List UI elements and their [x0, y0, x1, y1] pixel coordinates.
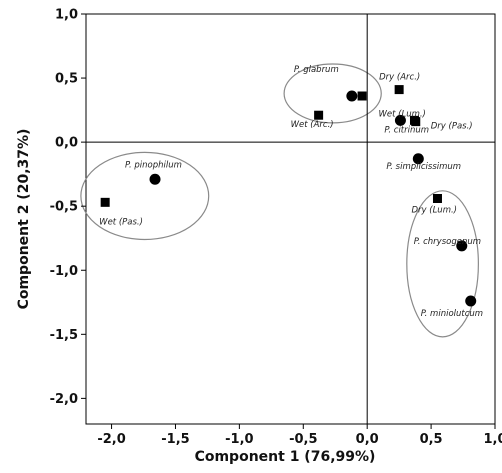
y-tick-label: 0,0	[55, 136, 78, 151]
point-label: P. simplicissimum	[386, 162, 461, 172]
point-label: P. glabrum	[294, 65, 339, 75]
plot-frame	[85, 13, 496, 425]
x-tick-label: 0,5	[420, 432, 443, 447]
x-tick-label: -1,0	[225, 432, 253, 447]
point-square	[432, 194, 442, 203]
point-circle	[456, 240, 468, 252]
group-ellipse-1	[283, 63, 382, 124]
point-label: Wet (Arc.)	[291, 120, 334, 130]
point-label: P. citrinum	[384, 125, 429, 135]
point-circle	[465, 295, 477, 307]
point-label: P. chrysogenum	[414, 237, 481, 247]
x-axis-title: Component 1 (76,99%)	[195, 449, 376, 465]
group-ellipse-3	[406, 190, 479, 338]
y-tick-label: -0,5	[50, 200, 78, 215]
x-tick-label: -0,5	[289, 432, 317, 447]
point-label: P. miniolutcum	[421, 309, 483, 319]
point-label: Dry (Pas.)	[431, 122, 473, 132]
x-tick-label: 0,0	[356, 432, 379, 447]
x-tick-label: -2,0	[97, 432, 125, 447]
y-tick-label: -1,5	[50, 328, 78, 343]
point-label: Wet (Pas.)	[99, 217, 143, 227]
y-tick-label: 0,5	[55, 72, 78, 87]
y-tick-label: -2,0	[50, 392, 78, 407]
point-square	[100, 197, 110, 207]
group-ellipse-2	[80, 151, 210, 241]
y-tick-label: 1,0	[55, 8, 78, 23]
point-label: P. pinophilum	[125, 160, 182, 170]
point-circle	[346, 90, 358, 102]
point-square	[357, 91, 367, 101]
point-label: Wet (Lum.)	[378, 109, 425, 119]
y-tick-label: -1,0	[50, 264, 78, 279]
point-circle	[412, 153, 424, 165]
x-tick-label: 1,0	[483, 432, 502, 447]
x-tick-label: -1,5	[161, 432, 189, 447]
point-circle	[394, 114, 406, 126]
point-label: Dry (Arc.)	[379, 73, 420, 83]
point-circle	[149, 173, 161, 185]
point-label: Dry (Lum.)	[411, 206, 457, 216]
point-square	[314, 110, 324, 120]
y-axis-title: Component 2 (20,37%)	[16, 129, 32, 310]
point-square	[411, 117, 421, 127]
point-square	[394, 85, 404, 95]
